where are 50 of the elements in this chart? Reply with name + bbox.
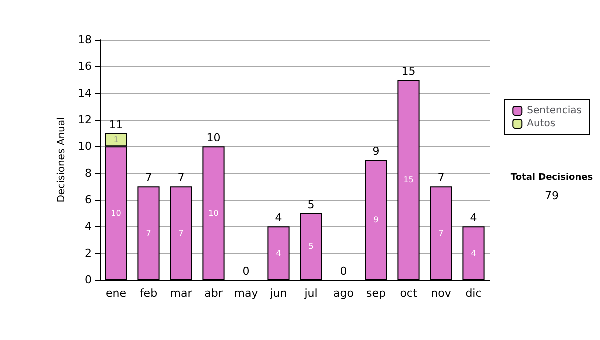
data-label: 9	[374, 216, 379, 224]
text: Total Decisiones	[510, 173, 594, 183]
total-label: 9	[372, 145, 380, 158]
y-tick-label: 0	[85, 274, 92, 286]
y-tick-label: 2	[85, 246, 92, 260]
data-label: 4	[471, 248, 476, 258]
y-tick-label: 16	[78, 60, 92, 74]
data-label: 10	[208, 208, 219, 218]
data-label: 4	[276, 248, 282, 258]
y-tick-label: 8	[85, 166, 92, 180]
total-label: 5	[308, 198, 315, 212]
x-tick-label: jun	[269, 287, 288, 300]
total-label: 7	[438, 172, 445, 185]
y-tick-label: 4	[85, 220, 92, 234]
y-tick-label: 18	[78, 34, 92, 46]
x-tick-label: ene	[106, 287, 127, 300]
data-label: 7	[146, 228, 152, 238]
total-label: 0	[242, 265, 250, 278]
data-label: 15	[404, 176, 414, 184]
x-tick-label: feb	[140, 287, 158, 300]
data-label: 1	[114, 136, 119, 144]
total-label: 11	[109, 118, 124, 132]
y-tick-label: 6	[85, 194, 92, 206]
total-label: 4	[470, 212, 478, 225]
x-tick-label: dic	[466, 287, 482, 300]
total-label: 4	[275, 212, 282, 225]
x-tick-label: abr	[204, 287, 224, 300]
total-label: 10	[206, 132, 221, 145]
data-label: 7	[438, 228, 444, 238]
total-label: 0	[340, 265, 348, 278]
x-tick-label: sep	[366, 287, 386, 300]
data-label: 10	[111, 208, 122, 218]
y-tick-label: 14	[78, 86, 92, 100]
total-label: 7	[178, 172, 185, 185]
x-tick-label: nov	[431, 287, 452, 300]
legend-label: Sentencias	[527, 106, 582, 116]
legend-label: Autos	[527, 118, 556, 130]
total-label: 15	[402, 65, 416, 78]
x-tick-label: may	[234, 287, 259, 300]
text: 79	[545, 190, 559, 202]
total-label: 7	[145, 172, 152, 185]
x-tick-label: oct	[400, 287, 418, 300]
y-axis-title: Decisiones Anual	[56, 117, 68, 203]
x-tick-label: jul	[304, 287, 318, 300]
x-tick-label: mar	[170, 287, 193, 300]
y-tick-label: 10	[78, 140, 92, 154]
x-tick-label: ago	[334, 287, 354, 300]
data-label: 5	[308, 242, 314, 252]
y-tick-label: 12	[78, 114, 92, 126]
data-label: 7	[178, 228, 184, 238]
